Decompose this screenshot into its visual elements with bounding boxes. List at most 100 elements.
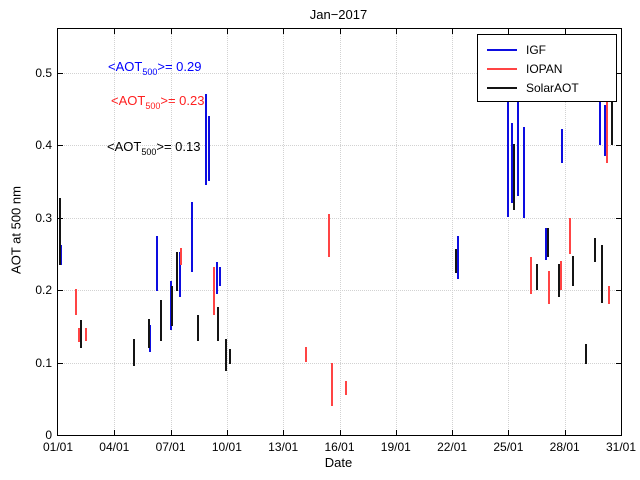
x-tick-label: 16/01 [324,440,355,454]
x-tick-mark [226,29,228,34]
legend-line-sample-iopan [487,67,517,70]
solaraot-data-segment [558,263,561,298]
iopan-data-segment [85,328,88,341]
solaraot-data-segment [228,349,231,364]
y-tick-mark [58,362,63,364]
x-tick-mark [564,29,566,34]
iopan-data-segment [547,271,550,305]
iopan-data-segment [304,347,307,363]
solaraot-data-segment [535,263,538,290]
iopan-data-segment [328,213,331,258]
solaraot-data-segment [58,197,61,265]
x-tick-label: 07/01 [155,440,186,454]
igf-data-segment [208,116,211,182]
legend-item-solaraot: SolarAOT [478,78,616,97]
iopan-data-segment [74,288,77,316]
iopan-data-segment [179,247,182,265]
solaraot-data-segment [171,285,174,327]
x-tick-mark [114,29,116,34]
plot-area: <AOT500>= 0.29 <AOT500>= 0.23 <AOT500>= … [35,28,636,454]
x-axis-label: Date [324,455,353,470]
x-tick-label: 31/01 [605,440,637,454]
legend-line-sample-solaraot [487,86,517,89]
x-tick-mark [226,430,228,435]
chart-title: Jan−2017 [309,7,368,22]
y-tick-label: 0.3 [35,210,52,225]
x-tick-mark [114,430,116,435]
igf-data-segment [507,96,510,218]
legend-item-igf: IGF [478,40,616,59]
y-tick-label: 0 [45,428,52,442]
igf-data-segment [205,94,208,185]
legend-label: SolarAOT [526,80,579,95]
x-tick-label: 28/01 [549,440,580,454]
y-tick-mark [616,72,621,74]
grid-line-horizontal [58,145,621,146]
iopan-data-segment [330,362,333,406]
solaraot-data-segment [148,319,151,348]
annotation-subscript: 500 [141,147,157,157]
grid-line-vertical [283,29,285,435]
x-tick-label: 25/01 [493,440,524,454]
y-tick-mark [616,217,621,219]
x-tick-mark [452,29,454,34]
iopan-data-segment [605,101,608,164]
x-tick-mark [564,430,566,435]
grid-line-vertical [339,29,341,435]
iopan-data-segment [607,285,610,305]
y-tick-mark [58,72,63,74]
iopan-data-segment [529,257,532,294]
igf-data-segment [178,252,181,298]
grid-line-horizontal [58,217,621,219]
x-tick-mark [452,430,454,435]
legend: IGF IOPAN SolarAOT [477,34,617,102]
iopan-data-segment [212,266,215,316]
solaraot-data-segment [196,314,199,341]
annotation-post: >= 0.29 [157,59,202,74]
annotation-pre: <AOT [107,139,142,154]
y-tick-label: 0.1 [35,355,52,370]
x-tick-mark [283,430,285,435]
grid-line-vertical [395,29,397,435]
annotation-subscript: 500 [142,67,158,77]
grid-line-vertical [226,29,228,435]
x-tick-label: 19/01 [380,440,411,454]
x-tick-label: 01/01 [42,440,74,454]
igf-data-segment [523,126,526,218]
grid-line-horizontal [58,72,621,74]
igf-data-segment [191,201,194,272]
legend-item-iopan: IOPAN [478,59,616,78]
igf-data-segment [516,101,519,196]
x-tick-mark [339,430,341,435]
x-tick-mark [339,29,341,34]
legend-label: IOPAN [526,61,563,76]
solaraot-data-segment [216,307,219,341]
iopan-data-segment [345,380,348,396]
legend-line-sample-igf [487,48,517,51]
solaraot-data-segment [546,227,549,258]
solaraot-data-segment [224,339,227,372]
y-axis-label: AOT at 500 nm [8,186,24,274]
x-tick-label: 04/01 [99,440,130,454]
igf-data-segment [604,105,607,156]
y-tick-mark [616,290,621,291]
solaraot-data-segment [601,245,604,304]
x-tick-label: 10/01 [211,440,242,454]
igf-data-segment [219,266,222,287]
solaraot-data-segment [513,143,516,211]
x-tick-mark [283,29,285,34]
annotation-pre: <AOT [111,93,146,108]
y-tick-label: 0.2 [35,283,52,297]
igf-data-segment [456,235,459,280]
grid-line-vertical [114,29,116,435]
solaraot-data-segment [585,343,588,364]
solaraot-data-segment [454,249,457,274]
grid-line-vertical [170,29,172,435]
grid-line-vertical [508,29,510,435]
igf-data-segment [169,281,172,330]
y-tick-label: 0.4 [35,138,52,152]
solaraot-data-segment [572,255,575,287]
x-tick-mark [508,430,510,435]
igf-data-segment [215,262,218,294]
